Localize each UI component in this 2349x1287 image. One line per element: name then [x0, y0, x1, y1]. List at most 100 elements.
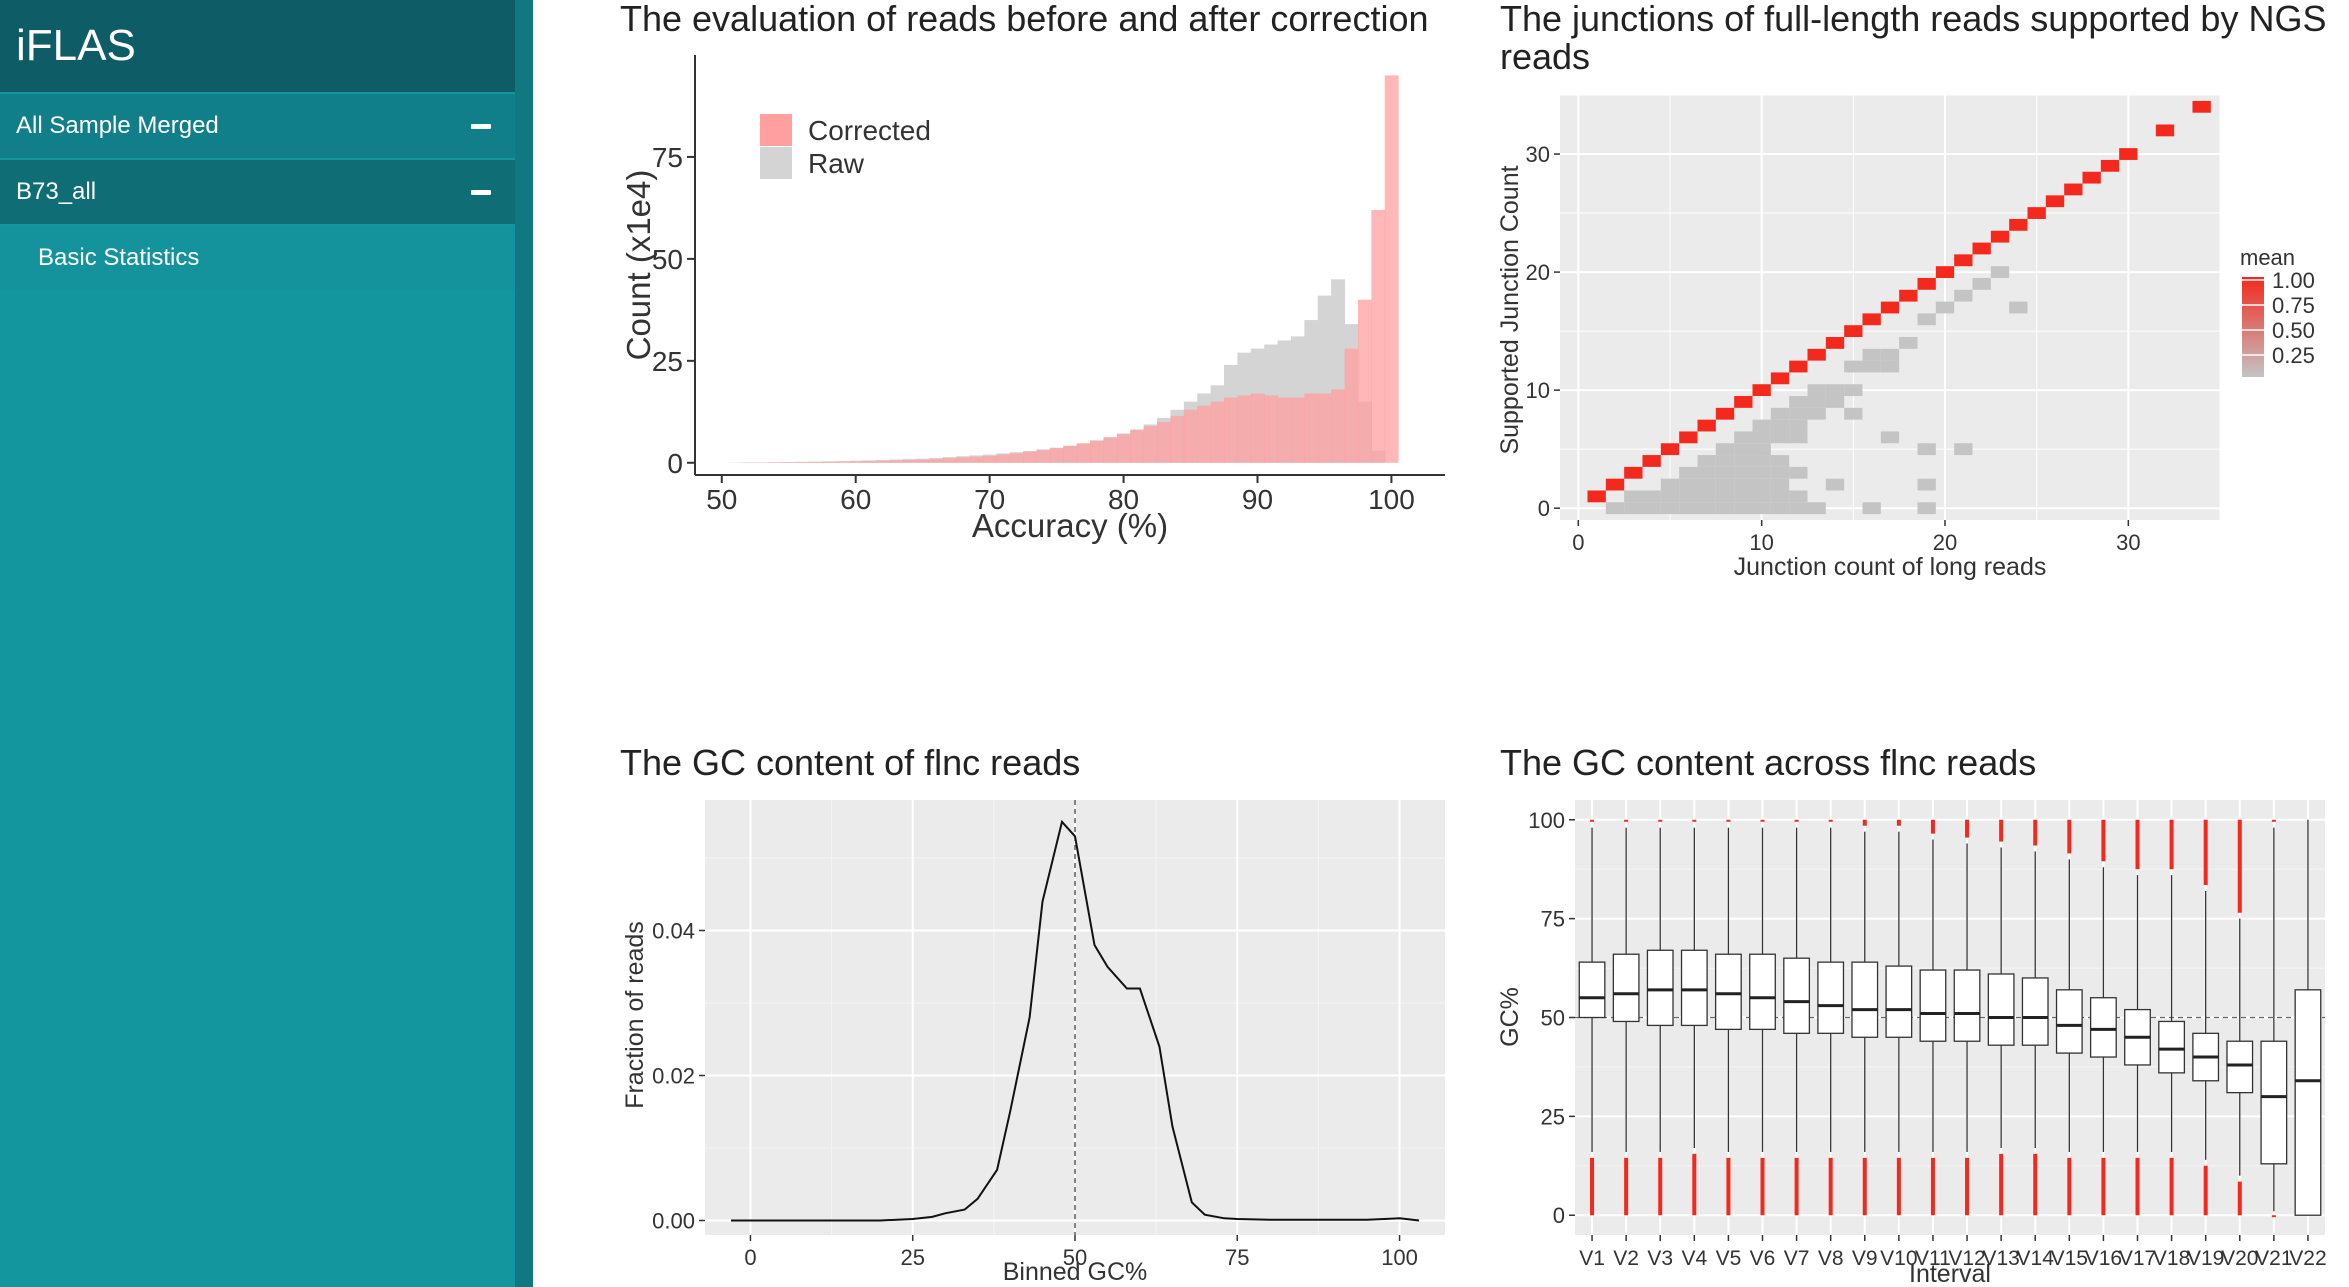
histogram-bar-corrected: [782, 462, 796, 463]
histogram-bar-corrected: [1049, 448, 1064, 463]
x-tick-label: V8: [1818, 1247, 1844, 1270]
x-tick-label: 25: [900, 1245, 924, 1270]
heatmap-cell-low: [1899, 337, 1918, 349]
heatmap-cell-low: [1734, 443, 1753, 456]
x-tick-label: V4: [1681, 1247, 1707, 1270]
heatmap-cell-low: [1844, 360, 1863, 373]
heatmap-cell-low: [1972, 277, 1991, 290]
box: [2158, 1020, 2186, 1074]
box: [1646, 949, 1674, 1027]
histogram-bar-corrected: [835, 461, 850, 463]
x-tick-label: V14: [2017, 1247, 2055, 1270]
box: [1953, 969, 1981, 1042]
sidebar-item-b73-all[interactable]: B73_all: [0, 160, 515, 224]
heatmap-cell-low: [1935, 301, 1955, 314]
y-tick-label: 75: [652, 142, 683, 173]
heatmap-cell-low: [1789, 407, 1808, 420]
histogram-bar-corrected: [1384, 75, 1399, 463]
histogram-bar-corrected: [1170, 415, 1185, 463]
heatmap-cell-low: [1752, 502, 1771, 515]
heatmap-cell-high: [1844, 325, 1863, 338]
heatmap-cell-low: [1679, 502, 1698, 515]
heatmap-cell-high: [1917, 277, 1936, 290]
x-tick-label: 0: [1572, 530, 1584, 555]
sidebar-item-all-sample-merged[interactable]: All Sample Merged: [0, 94, 515, 158]
x-tick-label: 100: [1368, 484, 1415, 515]
sidebar-item-basic-statistics[interactable]: Basic Statistics: [0, 226, 515, 290]
y-tick-label: 25: [1541, 1104, 1565, 1129]
legend-swatch: [760, 147, 792, 179]
x-tick-label: V21: [2255, 1247, 2292, 1270]
x-tick-label: 50: [1063, 1245, 1087, 1270]
heatmap-cell-high: [1954, 254, 1973, 267]
heatmap-cell-low: [1715, 455, 1735, 467]
heatmap-cell-high: [2064, 183, 2083, 196]
heatmap-cell-low: [2009, 301, 2028, 314]
app-brand[interactable]: iFLAS: [0, 0, 515, 92]
legend-label: 0.50: [2272, 318, 2315, 343]
x-tick-label: 20: [1933, 530, 1957, 555]
minus-icon[interactable]: [471, 190, 491, 195]
histogram-bar-corrected: [1224, 397, 1238, 463]
box: [1987, 973, 2015, 1046]
heatmap-cell-low: [1807, 407, 1826, 420]
box: [1919, 969, 1947, 1042]
histogram-bar-corrected: [822, 461, 837, 463]
heatmap-cell-low: [1917, 478, 1936, 491]
heatmap-cell-low: [1734, 431, 1753, 444]
heatmap-cell-low: [1825, 478, 1845, 491]
junction-chart-title-line2: reads: [1500, 36, 1591, 77]
x-tick-label: V1: [1579, 1247, 1605, 1270]
y-tick-label: 50: [652, 244, 683, 275]
heatmap-cell-low: [1807, 384, 1826, 397]
heatmap-cell-low: [1880, 360, 1900, 373]
y-tick-label: 30: [1526, 142, 1550, 167]
heatmap-cell-high: [2119, 148, 2138, 160]
histogram-bar-corrected: [875, 460, 890, 463]
x-axis-title: Accuracy (%): [972, 507, 1168, 544]
x-tick-label: 90: [1242, 484, 1273, 515]
y-axis-title: Supported Junction Count: [1496, 165, 1524, 454]
x-axis-title: Junction count of long reads: [1734, 553, 2047, 581]
histogram-bar-corrected: [1277, 397, 1292, 463]
heatmap-cell-low: [1880, 348, 1900, 361]
histogram-bar-corrected: [942, 458, 957, 463]
x-tick-label: V19: [2187, 1247, 2224, 1270]
histogram-bar-corrected: [1304, 393, 1319, 463]
heatmap-cell-low: [1917, 502, 1936, 515]
heatmap-cell-high: [2082, 171, 2101, 184]
histogram-bar-corrected: [1157, 421, 1171, 463]
heatmap-cell-low: [1825, 396, 1845, 408]
heatmap-cell-low: [1770, 407, 1790, 420]
x-tick-label: V10: [1880, 1247, 1917, 1270]
heatmap-cell-low: [1715, 443, 1735, 456]
y-tick-label: 50: [1541, 1006, 1565, 1031]
heatmap-cell-low: [1734, 502, 1753, 515]
y-tick-label: 10: [1526, 378, 1550, 403]
histogram-bar-corrected: [969, 456, 984, 463]
heatmap-cell-high: [1624, 466, 1643, 479]
heatmap-cell-high: [2027, 207, 2046, 219]
box: [1680, 949, 1708, 1027]
heatmap-cell-high: [1880, 301, 1900, 314]
heatmap-cell-low: [1660, 502, 1680, 515]
heatmap-cell-high: [1825, 337, 1845, 349]
gc-box-chart-title: The GC content across flnc reads: [1500, 742, 2037, 783]
heatmap-cell-high: [1990, 230, 2010, 243]
x-tick-label: 60: [840, 484, 871, 515]
gc-fraction-line: [731, 819, 1420, 1222]
heatmap-cell-low: [1770, 490, 1790, 503]
y-tick-label: 0: [667, 448, 683, 479]
heatmap-cell-low: [1752, 419, 1771, 432]
box: [2089, 997, 2117, 1058]
legend-swatch: [760, 114, 792, 146]
minus-icon[interactable]: [471, 124, 491, 129]
y-tick-label: 0.02: [652, 1064, 695, 1089]
histogram-bar-corrected: [795, 462, 810, 463]
histogram-bar-corrected: [1183, 409, 1198, 463]
box: [2226, 1040, 2254, 1094]
heatmap-cell-high: [2192, 100, 2211, 113]
box: [2055, 989, 2083, 1054]
heatmap-cell-high: [1642, 455, 1661, 467]
heatmap-cell-low: [1697, 466, 1716, 479]
